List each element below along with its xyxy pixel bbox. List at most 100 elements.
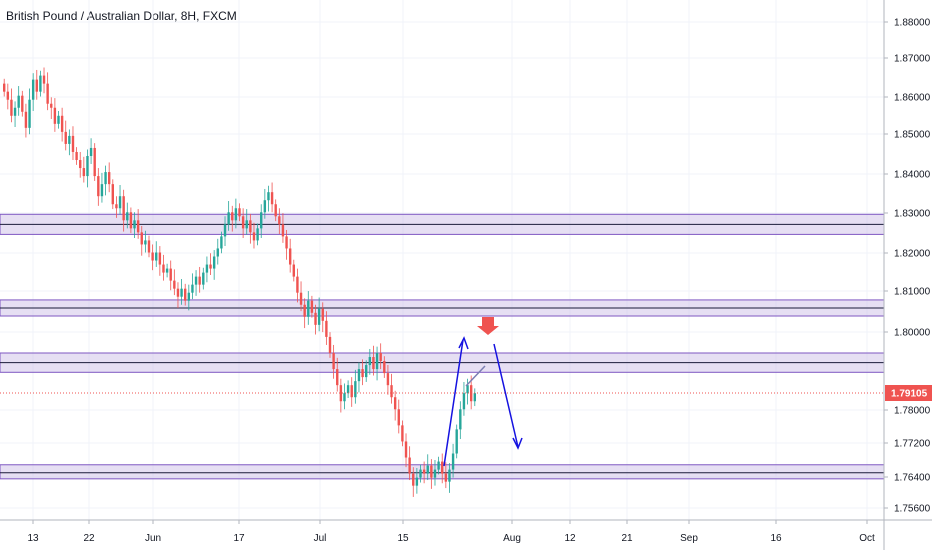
candle-body: [21, 95, 24, 112]
candle-body: [17, 95, 20, 108]
candle-body: [31, 79, 35, 100]
candle-body: [365, 365, 368, 378]
trend-line-small: [465, 365, 486, 387]
candle-body: [71, 135, 75, 152]
candle-body: [165, 268, 169, 273]
candle-body: [296, 276, 299, 293]
arrow-down-line: [493, 343, 519, 448]
candle-body: [350, 385, 353, 398]
candle-body: [437, 461, 440, 470]
candle-body: [274, 204, 277, 217]
candle-body: [191, 284, 194, 293]
candle-body: [260, 212, 263, 229]
candle-body: [50, 103, 53, 108]
y-tick-label: 1.75600: [894, 504, 931, 515]
candle-body: [310, 300, 314, 313]
arrow-down-head: [512, 437, 523, 450]
candle-body: [357, 369, 361, 382]
candle-body: [238, 208, 241, 217]
candle-body: [39, 75, 42, 92]
candle-body: [336, 369, 339, 386]
candle-body: [184, 288, 187, 301]
x-tick-label: Aug: [503, 533, 521, 544]
candle-body: [390, 385, 393, 398]
candle-body: [473, 393, 476, 402]
candle-body: [419, 469, 422, 478]
y-tick-label: 1.78000: [894, 406, 931, 417]
y-tick-label: 1.84000: [894, 170, 931, 181]
candle-body: [68, 135, 71, 144]
candle-body: [60, 115, 64, 132]
y-tick-label: 1.88000: [894, 18, 931, 29]
candle-body: [162, 264, 165, 273]
candle-body: [64, 131, 67, 144]
candle-body: [198, 276, 201, 285]
x-tick-label: 13: [27, 533, 39, 544]
candle-body: [151, 252, 154, 261]
y-tick-label: 1.80000: [894, 328, 931, 339]
candle-body: [426, 465, 429, 474]
candle-body: [466, 385, 469, 394]
candle-body: [205, 264, 209, 273]
candle-body: [325, 320, 328, 337]
candle-body: [133, 220, 136, 229]
y-tick-label: 1.85000: [894, 130, 931, 141]
candle-body: [415, 477, 419, 486]
candle-body: [180, 288, 183, 297]
candle-body: [155, 252, 158, 261]
candle-body: [252, 232, 256, 241]
candle-body: [202, 272, 205, 285]
candle-body: [42, 75, 46, 84]
candle-body: [299, 292, 303, 305]
last-price-label: 1.79105: [891, 389, 928, 400]
last-price-tag: [885, 385, 932, 402]
candle-body: [368, 357, 372, 366]
candle-body: [441, 461, 444, 474]
candle-body: [216, 248, 219, 257]
candle-body: [256, 228, 259, 241]
candle-body: [122, 196, 125, 221]
candle-body: [118, 196, 122, 209]
candle-body: [339, 385, 343, 402]
candle-body: [89, 147, 93, 156]
candle-body: [412, 473, 415, 486]
y-tick-label: 1.86000: [894, 93, 931, 104]
candle-body: [234, 208, 238, 221]
y-tick-label: 1.81000: [894, 287, 931, 298]
candle-body: [328, 336, 332, 353]
candle-body: [321, 308, 324, 321]
candle-body: [187, 292, 191, 301]
candle-body: [451, 453, 455, 470]
candle-body: [462, 393, 466, 410]
candle-body: [332, 352, 335, 370]
candle-body: [79, 160, 82, 169]
candle-body: [267, 192, 270, 201]
candle-body: [28, 99, 31, 128]
candle-body: [24, 111, 28, 128]
sell-marker-icon: [477, 317, 499, 335]
candle-body: [448, 469, 451, 482]
candle-body: [455, 429, 458, 454]
x-tick-label: Sep: [680, 533, 698, 544]
candle-body: [209, 264, 212, 269]
candle-body: [104, 172, 107, 185]
y-tick-label: 1.87000: [894, 54, 931, 65]
candle-body: [111, 184, 114, 205]
candle-body: [212, 256, 216, 269]
x-tick-label: 17: [233, 533, 245, 544]
candle-body: [176, 288, 180, 297]
candle-body: [3, 83, 6, 92]
candle-body: [144, 240, 147, 245]
candle-body: [397, 409, 400, 426]
y-tick-label: 1.76400: [894, 473, 931, 484]
arrow-up-line: [443, 339, 464, 467]
candle-body: [86, 155, 89, 177]
candle-body: [346, 385, 350, 394]
candle-body: [53, 107, 57, 124]
chart-title: British Pound / Australian Dollar, 8H, F…: [6, 9, 237, 23]
candle-body: [404, 441, 408, 458]
x-tick-label: 15: [397, 533, 409, 544]
candle-body: [147, 240, 151, 253]
